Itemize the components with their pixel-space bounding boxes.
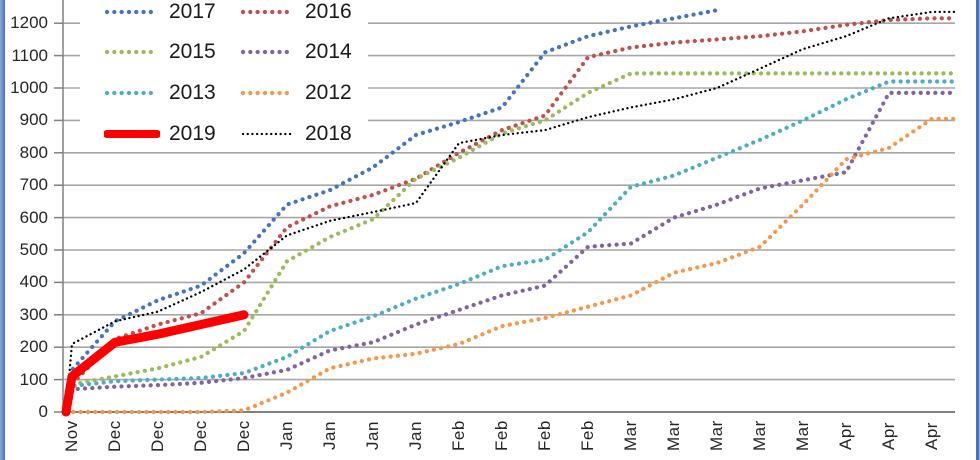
- legend-label-2015: 2015: [169, 40, 216, 63]
- legend-label-2014: 2014: [305, 40, 352, 63]
- y-tick-label-1100: 1100: [11, 45, 48, 65]
- legend-label-2017: 2017: [169, 0, 216, 23]
- legend-marker-2013: [104, 90, 160, 96]
- legend-marker-2016: [240, 9, 296, 15]
- chart-legend[interactable]: 2017 2016 2015 2014 2013 2012 2019 2018: [80, 0, 368, 152]
- x-tick-label-15: Mar: [664, 420, 683, 452]
- series-line-2018: [64, 10, 957, 414]
- x-tick-label-20: Apr: [879, 422, 898, 450]
- y-tick-label-1000: 1000: [10, 78, 48, 97]
- x-tick-label-14: Mar: [621, 420, 640, 452]
- x-tick-label-9: Jan: [406, 421, 425, 451]
- x-tick-label-13: Feb: [578, 420, 597, 452]
- legend-item-2015[interactable]: 2015: [104, 40, 216, 64]
- y-tick-label-0: 0: [38, 402, 48, 421]
- y-tick-label-100: 100: [19, 369, 48, 389]
- x-tick-label-8: Jan: [363, 421, 382, 451]
- series-line-2017: [63, 8, 720, 415]
- y-tick-label-600: 600: [19, 207, 48, 227]
- x-tick-label-16: Mar: [707, 420, 726, 452]
- series-line-2015: [63, 71, 958, 415]
- y-tick-label-200: 200: [19, 337, 48, 357]
- series-line-2016: [63, 16, 958, 415]
- y-tick-label-400: 400: [19, 272, 48, 292]
- legend-item-2013[interactable]: 2013: [104, 81, 216, 105]
- y-tick-label-500: 500: [19, 240, 48, 259]
- y-tick-label-700: 700: [19, 175, 48, 195]
- y-tick-label-1200: 1200: [10, 13, 48, 33]
- x-tick-label-19: Apr: [836, 422, 855, 450]
- legend-item-2012[interactable]: 2012: [240, 81, 352, 105]
- legend-marker-2018: [241, 132, 295, 136]
- x-tick-label-18: Mar: [793, 420, 812, 452]
- x-tick-label-3: Dec: [148, 420, 167, 452]
- window-border-left: [0, 0, 5, 460]
- x-tick-label-2: Dec: [105, 420, 124, 452]
- legend-label-2013: 2013: [169, 81, 216, 104]
- legend-item-2014[interactable]: 2014: [240, 40, 352, 64]
- legend-item-2016[interactable]: 2016: [240, 0, 352, 24]
- x-tick-label-1: Nov: [62, 420, 81, 452]
- legend-label-2012: 2012: [305, 81, 352, 104]
- series-line-2019: [61, 310, 249, 417]
- legend-label-2018: 2018: [305, 122, 352, 145]
- x-tick-label-17: Mar: [750, 420, 769, 452]
- legend-label-2019: 2019: [169, 122, 216, 145]
- legend-marker-2012: [240, 90, 296, 96]
- x-tick-label-4: Dec: [191, 420, 210, 452]
- legend-marker-2017: [104, 9, 160, 15]
- legend-item-2017[interactable]: 2017: [104, 0, 216, 24]
- x-tick-label-11: Feb: [492, 420, 511, 452]
- window-border-right: [974, 0, 980, 460]
- y-tick-label-300: 300: [19, 304, 48, 324]
- legend-label-2016: 2016: [305, 0, 352, 23]
- x-tick-label-21: Apr: [922, 422, 941, 450]
- y-tick-label-900: 900: [19, 110, 48, 130]
- x-tick-label-6: Jan: [277, 421, 296, 451]
- x-tick-label-12: Feb: [535, 420, 554, 452]
- x-tick-label-7: Jan: [320, 421, 339, 451]
- legend-marker-2019: [104, 130, 160, 138]
- series-line-2014: [63, 90, 958, 415]
- series-line-2012: [63, 116, 958, 415]
- legend-item-2019[interactable]: 2019: [104, 122, 216, 146]
- y-tick-label-800: 800: [19, 142, 48, 162]
- legend-item-2018[interactable]: 2018: [240, 122, 352, 146]
- x-tick-label-10: Feb: [449, 420, 468, 452]
- legend-marker-2015: [104, 49, 160, 55]
- legend-marker-2014: [240, 49, 296, 55]
- x-tick-label-5: Dec: [234, 420, 253, 452]
